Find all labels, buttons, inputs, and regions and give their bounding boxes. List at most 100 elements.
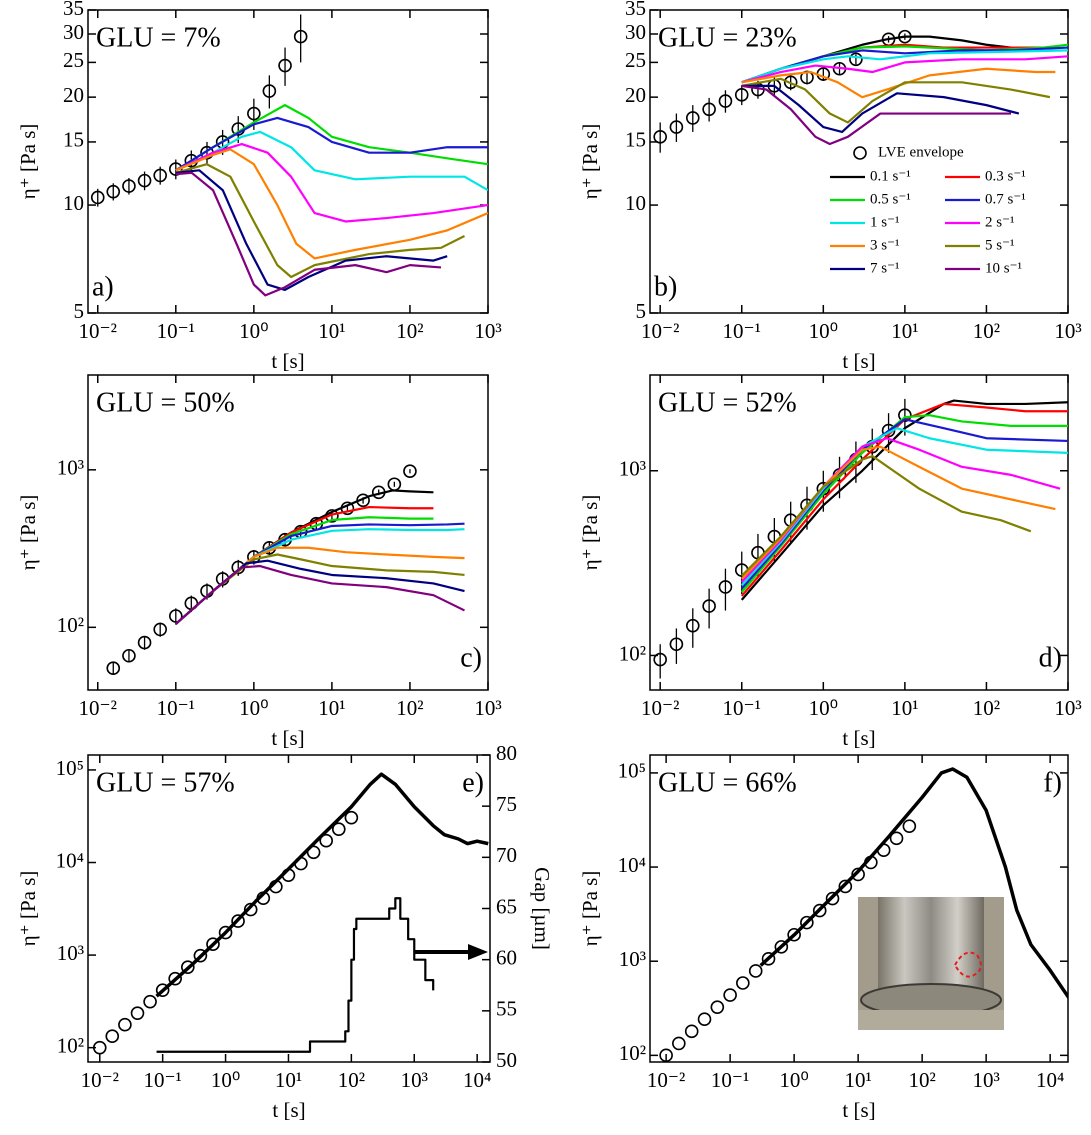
x-tick-label: 10² — [908, 1068, 935, 1092]
legend-label: 10 s⁻¹ — [985, 260, 1022, 276]
series-line — [175, 564, 465, 625]
lve-point — [169, 609, 183, 623]
lve-point — [702, 599, 716, 613]
plot-frame — [87, 9, 489, 314]
series-line — [741, 49, 1068, 84]
series-line — [741, 55, 1068, 84]
y-tick-label: 10⁴ — [56, 848, 84, 872]
lve-point — [262, 84, 277, 98]
series-line — [741, 84, 1020, 133]
y-tick-label: 25 — [63, 48, 84, 72]
lve-point — [812, 903, 827, 918]
legend-label: 0.5 s⁻¹ — [870, 191, 911, 207]
series-line — [175, 116, 488, 172]
data-area — [92, 772, 489, 1055]
lve-point — [653, 130, 667, 144]
x-tick-label: 10³ — [1054, 696, 1081, 720]
y-tick-label: 15 — [63, 128, 84, 152]
y2-tick-label: 60 — [496, 945, 517, 969]
x-tick-label: 10⁻² — [647, 1068, 685, 1092]
x-tick-label: 10⁻¹ — [711, 1068, 749, 1092]
x-tick-label: 10⁻¹ — [157, 696, 195, 720]
panel: 10⁻² 10⁻¹ 10⁰ 10¹ 10² 10³ 10⁴ 10² 10³ 10⁴ 10⁵ t [s]… — [578, 754, 1069, 1122]
panel-title: GLU = 7% — [96, 22, 221, 53]
series-line — [740, 437, 1061, 583]
legend-label: 2 s⁻¹ — [985, 214, 1015, 230]
y-tick-label: 20 — [625, 83, 646, 107]
lve-point — [153, 622, 167, 637]
x-tick-label: 10³ — [1054, 319, 1081, 343]
series-line — [155, 772, 489, 998]
y-tick-label: 10² — [619, 641, 646, 665]
x-tick-label: 10⁻¹ — [723, 696, 761, 720]
y-tick-label: 15 — [625, 128, 646, 152]
y-tick-label: 10² — [57, 613, 84, 637]
y-tick-label: 10 — [625, 191, 646, 215]
panel-title: GLU = 66% — [658, 767, 797, 798]
lve-point — [736, 976, 750, 990]
y2-axis-label: Gap [µm] — [530, 867, 554, 950]
lve-point — [672, 1036, 686, 1051]
lve-point — [851, 867, 865, 882]
series-line — [175, 142, 488, 223]
x-tick-label: 10³ — [973, 1068, 1000, 1092]
y-tick-label: 30 — [63, 20, 84, 44]
lve-point — [902, 819, 917, 833]
lve-point — [137, 635, 152, 650]
lve-point — [344, 810, 359, 825]
series-line — [175, 171, 442, 297]
y-tick-label: 30 — [625, 20, 646, 44]
data-area — [106, 464, 465, 676]
x-axis-label: t [s] — [272, 1098, 305, 1122]
lve-point — [105, 1029, 120, 1043]
lve-point — [898, 408, 912, 422]
x-tick-label: 10¹ — [891, 319, 918, 343]
x-tick-label: 10³ — [401, 1068, 428, 1092]
inset-photo — [858, 897, 1004, 1030]
x-tick-label: 10⁻² — [79, 319, 117, 343]
x-tick-label: 10⁰ — [239, 696, 268, 720]
lve-point — [118, 1017, 132, 1032]
x-tick-label: 10¹ — [318, 696, 345, 720]
lve-point — [106, 184, 121, 199]
lve-point — [193, 948, 208, 963]
x-tick-label: 10³ — [474, 696, 501, 720]
lve-point — [143, 994, 157, 1009]
lve-point — [137, 173, 152, 188]
legend-marker — [853, 146, 867, 160]
series-line — [175, 163, 465, 279]
lve-point — [653, 652, 667, 667]
y-tick-label: 10 — [63, 191, 84, 215]
y-tick-label: 10⁵ — [56, 756, 84, 780]
y-tick-label: 25 — [625, 48, 646, 72]
lve-point — [243, 902, 258, 917]
lve-point — [181, 960, 195, 974]
x-tick-label: 10¹ — [891, 696, 918, 720]
y-tick-label: 10³ — [619, 457, 646, 481]
panel-label: f) — [1043, 767, 1062, 798]
legend-label: 7 s⁻¹ — [870, 260, 900, 276]
panel-title: GLU = 52% — [658, 387, 797, 418]
lve-point — [122, 179, 136, 193]
y-axis-label: η⁺ [Pa s] — [578, 495, 602, 571]
series-line — [175, 553, 465, 625]
x-tick-label: 10⁻¹ — [157, 319, 195, 343]
lve-point — [825, 891, 840, 906]
lve-point — [206, 937, 220, 952]
lve-point — [319, 833, 333, 848]
x-tick-label: 10² — [396, 696, 423, 720]
plot-frame — [649, 9, 1069, 314]
lve-point — [718, 94, 733, 108]
panel-label: c) — [460, 642, 482, 673]
y-tick-label: 35 — [63, 0, 84, 20]
x-tick-label: 10² — [338, 1068, 365, 1092]
x-tick-label: 10⁻² — [641, 696, 679, 720]
plot-frame — [649, 374, 1069, 691]
x-tick-label: 10¹ — [844, 1068, 871, 1092]
y-tick-label: 5 — [636, 299, 647, 323]
series-line — [759, 767, 1068, 1000]
y-axis-label: η⁺ [Pa s] — [16, 871, 40, 947]
y-axis-label: η⁺ [Pa s] — [578, 871, 602, 947]
